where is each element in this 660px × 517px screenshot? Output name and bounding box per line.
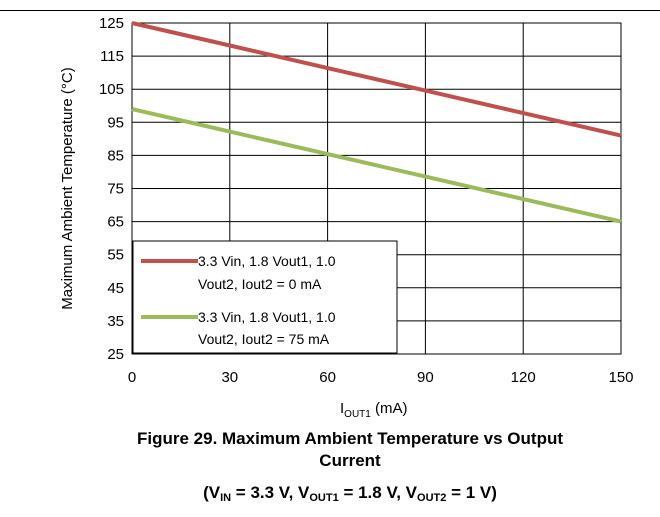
legend-label-series-0-line1: 3.3 Vin, 1.8 Vout1, 1.0: [198, 253, 336, 269]
legend-label-series-1-line2: Vout2, Iout2 = 75 mA: [198, 331, 330, 347]
y-axis-title: Maximum Ambient Temperature (°C): [59, 67, 76, 309]
caption-sub-out1: OUT1: [309, 492, 339, 504]
y-tick-label: 75: [107, 181, 124, 198]
legend-label-series-0-line2: Vout2, Iout2 = 0 mA: [198, 276, 322, 292]
caption-part: = 1 V): [446, 483, 497, 502]
series-line-1: [131, 107, 622, 224]
x-axis-title: IOUT1 (mA): [340, 400, 408, 420]
plot-frame: [131, 22, 622, 355]
figure-caption-line1: Figure 29. Maximum Ambient Temperature v…: [136, 429, 564, 448]
y-tick-label: 115: [100, 48, 124, 65]
x-tick-label: 60: [319, 369, 336, 386]
x-tick-label: 30: [221, 369, 238, 386]
legend: 3.3 Vin, 1.8 Vout1, 1.0 Vout2, Iout2 = 0…: [132, 240, 398, 354]
y-tick-label: 45: [107, 280, 124, 297]
x-axis-title-main: I: [340, 400, 344, 417]
y-tick-label: 125: [99, 15, 124, 32]
y-tick-label: 105: [99, 81, 124, 98]
tick-labels: 25 35 45 55 65 75 85 95 105 115 125 0 30 60 90 120 150: [99, 15, 634, 386]
x-tick-label: 120: [511, 369, 536, 386]
x-tick-label: 90: [417, 369, 434, 386]
figure-caption-line3: (VIN = 3.3 V, VOUT1 = 1.8 V, VOUT2 = 1 V…: [30, 482, 660, 504]
legend-label-series-1-line1: 3.3 Vin, 1.8 Vout1, 1.0: [198, 309, 336, 325]
chart: 25 35 45 55 65 75 85 95 105 115 125 0 30 60 90 120 150 M…: [59, 15, 634, 420]
top-rule: [0, 10, 660, 11]
y-tick-label: 55: [107, 247, 124, 264]
series-line-0: [131, 21, 622, 138]
grid: [131, 22, 622, 355]
y-tick-label: 25: [107, 346, 124, 363]
y-tick-label: 85: [107, 147, 124, 164]
x-axis-title-sub: OUT1: [344, 409, 371, 420]
y-tick-label: 35: [107, 313, 124, 330]
caption-sub-in: IN: [220, 492, 232, 504]
caption-sub-out2: OUT2: [417, 492, 447, 504]
x-tick-label: 0: [128, 369, 136, 386]
caption-part: = 3.3 V, V: [231, 483, 310, 502]
caption-part: (V: [203, 483, 221, 502]
series-lines: [131, 21, 622, 224]
figure-caption-line2: Current: [319, 451, 381, 470]
x-tick-label: 150: [608, 369, 633, 386]
y-tick-label: 95: [107, 114, 124, 131]
x-axis-title-unit: (mA): [371, 400, 408, 417]
y-tick-label: 65: [107, 214, 124, 231]
caption-part: = 1.8 V, V: [338, 483, 418, 502]
